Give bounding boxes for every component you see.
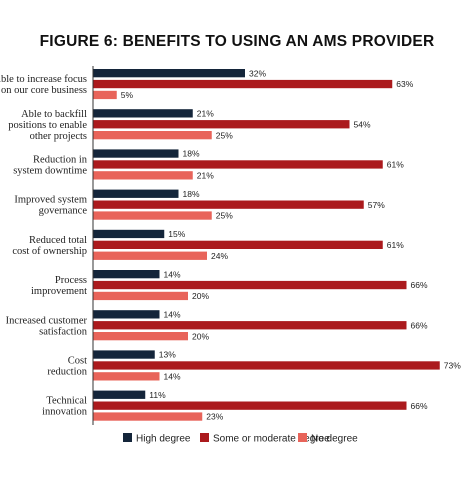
bar xyxy=(93,240,383,249)
bar xyxy=(93,79,393,89)
bar xyxy=(93,90,117,100)
bar xyxy=(93,291,188,301)
value-label: 5% xyxy=(121,90,134,100)
bar xyxy=(93,109,193,118)
category-label: Process improvement xyxy=(31,275,87,297)
value-label: 61% xyxy=(387,160,404,170)
value-label: 54% xyxy=(354,119,371,129)
legend-swatch xyxy=(298,433,307,442)
value-label: 15% xyxy=(168,229,185,239)
value-label: 23% xyxy=(206,412,223,422)
value-label: 18% xyxy=(183,189,200,199)
value-label: 73% xyxy=(444,361,461,371)
value-label: 57% xyxy=(368,200,385,210)
value-label: 66% xyxy=(411,320,428,330)
legend-label: High degree xyxy=(136,434,191,445)
bar xyxy=(93,372,160,381)
value-label: 25% xyxy=(216,130,233,140)
value-label: 61% xyxy=(387,240,404,250)
bar xyxy=(93,229,165,239)
value-label: 13% xyxy=(159,350,176,360)
bar xyxy=(93,390,146,399)
value-label: 14% xyxy=(164,372,181,382)
category-label: Technical innovation xyxy=(42,396,88,418)
category-label: Increased customer satisfaction xyxy=(6,315,88,337)
value-label: 11% xyxy=(149,390,166,400)
category-label: Reduced total cost of ownership xyxy=(12,235,87,257)
bar xyxy=(93,310,160,319)
bar xyxy=(93,321,407,330)
bar xyxy=(93,412,203,421)
bar xyxy=(93,332,188,341)
value-label: 20% xyxy=(192,291,209,301)
bar xyxy=(93,69,245,78)
value-label: 24% xyxy=(211,251,228,261)
chart-title: FIGURE 6: BENEFITS TO USING AN AMS PROVI… xyxy=(40,33,435,50)
value-label: 21% xyxy=(197,171,214,181)
bar xyxy=(93,270,160,279)
value-label: 32% xyxy=(249,68,266,78)
category-label: Able to backfill positions to enable other… xyxy=(8,109,87,142)
bar xyxy=(93,171,193,180)
bar xyxy=(93,200,364,209)
value-label: 14% xyxy=(164,269,181,279)
value-label: 25% xyxy=(216,211,233,221)
value-label: 66% xyxy=(411,401,428,411)
bar xyxy=(93,131,212,140)
bar xyxy=(93,361,440,370)
value-label: 66% xyxy=(411,280,428,290)
value-label: 14% xyxy=(164,310,181,320)
bar xyxy=(93,149,179,158)
value-label: 18% xyxy=(183,149,200,159)
value-label: 20% xyxy=(192,331,209,341)
value-label: 21% xyxy=(197,109,214,119)
legend-swatch xyxy=(123,433,132,442)
legend-swatch xyxy=(200,433,209,442)
bar xyxy=(93,160,383,169)
category-label: Able to increase focus on our core busine… xyxy=(0,74,87,96)
bar xyxy=(93,211,212,220)
bar xyxy=(93,120,350,129)
bar xyxy=(93,251,207,260)
category-label: Reduction in system downtime xyxy=(13,154,88,176)
legend-label: Some or moderate degree xyxy=(213,434,330,445)
category-label: Improved system governance xyxy=(14,195,87,217)
legend-label: No degree xyxy=(311,434,358,445)
bar xyxy=(93,401,407,410)
bar xyxy=(93,189,179,198)
bar xyxy=(93,350,155,359)
category-label: Cost reduction xyxy=(47,355,87,377)
bar xyxy=(93,280,407,290)
value-label: 63% xyxy=(396,79,413,89)
